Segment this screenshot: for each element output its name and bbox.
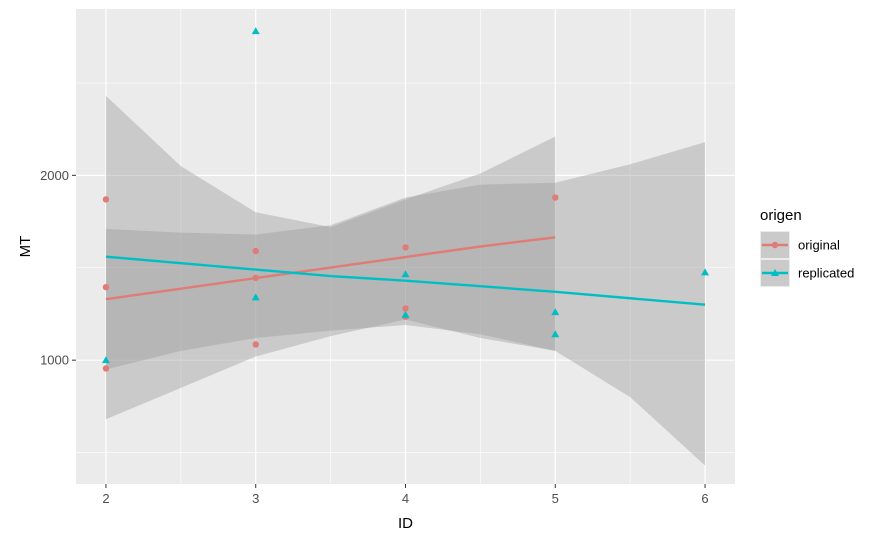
legend-key-marker [771, 241, 779, 249]
point-replicated [251, 27, 260, 35]
x-tick-label: 3 [252, 491, 259, 506]
legend-label: original [798, 238, 840, 253]
legend-title: origen [760, 207, 802, 224]
legend-key-marker [771, 269, 779, 276]
x-tick-label: 5 [552, 491, 559, 506]
point-replicated [701, 268, 710, 276]
x-tick-label: 6 [701, 491, 708, 506]
legend-label: replicated [798, 266, 854, 281]
point-original [252, 247, 259, 255]
confidence-ribbons [105, 95, 706, 466]
point-replicated [401, 270, 410, 278]
fit-line-original [105, 236, 556, 301]
point-original [552, 194, 559, 201]
confidence-ribbon-original [105, 95, 556, 420]
y-tick-label: 1000 [40, 353, 69, 368]
point-original [402, 244, 409, 251]
point-original [102, 196, 110, 203]
axis-ticks [72, 174, 706, 488]
y-tick-label: 2000 [40, 168, 69, 183]
data-points [101, 27, 710, 372]
point-original [102, 365, 110, 372]
point-replicated [401, 310, 410, 318]
x-axis-title: ID [398, 515, 413, 532]
fit-line-replicated [105, 255, 706, 306]
x-tick-label: 2 [102, 491, 109, 506]
point-replicated [251, 293, 260, 301]
point-original [402, 305, 409, 312]
confidence-ribbon-replicated [105, 142, 706, 466]
point-replicated [551, 330, 560, 338]
point-original [252, 274, 259, 282]
legend-key-original: original [760, 231, 840, 259]
point-replicated [551, 308, 560, 316]
point-original [102, 283, 110, 291]
point-original [252, 341, 259, 348]
legend: origen original replicated [760, 207, 854, 287]
fit-lines [105, 236, 706, 306]
legend-key-replicated: replicated [760, 259, 854, 287]
tick-labels: 2 3 4 5 6 1000 2000 [40, 168, 709, 506]
y-axis-title: MT [17, 236, 34, 258]
x-tick-label: 4 [402, 491, 409, 506]
point-replicated [101, 356, 110, 364]
